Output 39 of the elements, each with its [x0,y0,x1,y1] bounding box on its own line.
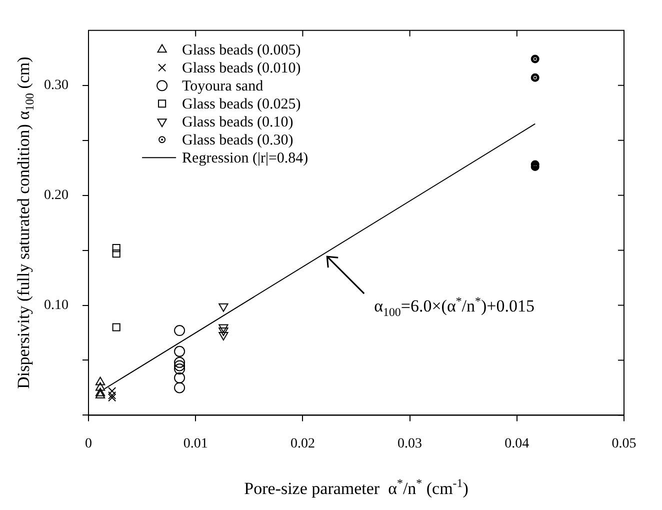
point [174,360,186,372]
legend-label: Glass beads (0.025) [182,96,301,113]
point [174,372,186,384]
point [218,332,228,340]
x-tick-label: 0.05 [612,436,636,452]
point [95,376,106,386]
point [218,303,228,312]
point [174,382,186,394]
legend-label: Glass beads (0.10) [182,114,294,131]
x-tick-label: 0.01 [183,436,208,452]
x-tick-label: 0.03 [398,436,422,452]
point [112,244,120,252]
y-tick-label: 0.30 [44,78,68,94]
y-tick-label: 0.10 [44,298,68,313]
x-tick-label: 0.04 [504,436,530,452]
point [112,250,120,258]
point [530,162,540,171]
point [218,328,228,336]
y-axis-title: Dispersivity (fully saturated condition) α100 (cm) [14,56,36,389]
point [95,390,106,398]
legend-label: Toyoura sand [182,78,264,95]
point [95,388,106,396]
point [112,323,120,332]
point [95,382,106,391]
x-tick-label: 0 [85,436,92,452]
point [174,364,186,375]
y-tick-label: 0.20 [44,188,68,203]
point [530,160,540,169]
point [530,73,540,82]
point [174,346,186,357]
legend-label: Glass beads (0.005) [182,42,301,59]
point [174,325,186,336]
point [218,324,228,333]
legend-label: Regression (|r|=0.84) [182,150,308,167]
legend-label: Glass beads (0.010) [182,60,301,77]
point [530,54,540,64]
legend-label: Glass beads (0.30) [182,132,294,149]
point [174,356,186,368]
x-tick-label: 0.02 [290,436,315,452]
